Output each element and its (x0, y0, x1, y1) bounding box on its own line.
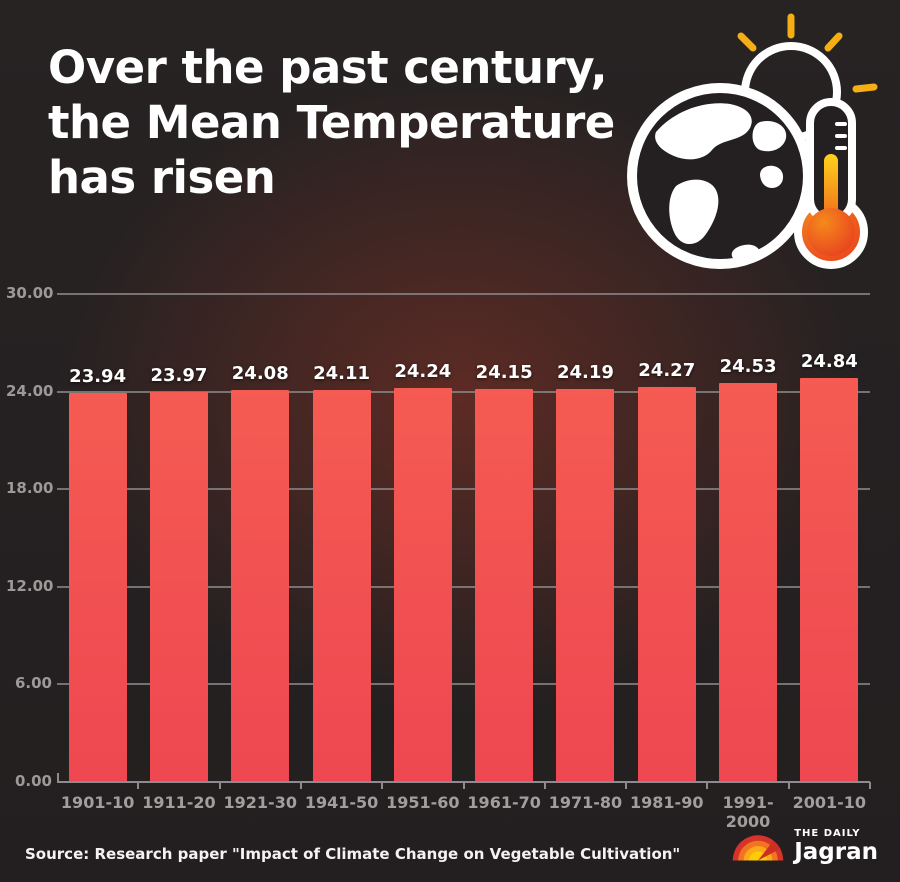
gridline-18.00 (57, 488, 870, 491)
axis-tick-8 (706, 782, 709, 789)
logo-top-line: THE DAILY (794, 828, 861, 839)
axis-tick-2 (218, 782, 221, 789)
axis-tick-3 (299, 782, 302, 789)
globe-icon (627, 83, 813, 269)
axis-tick-4 (381, 782, 384, 789)
bar-value-1951-60: 24.24 (394, 360, 452, 382)
bar-value-1971-80: 24.19 (556, 361, 614, 383)
gridline-12.00 (57, 585, 870, 588)
bar-1991-2000 (719, 382, 778, 782)
axis-tick-7 (625, 782, 628, 789)
bar-value-1981-90: 24.27 (638, 360, 696, 382)
x-axis-label-1911-20: 1911-20 (142, 793, 216, 812)
bar-value-1911-20: 23.97 (150, 365, 208, 387)
bar-value-1941-50: 24.11 (313, 362, 371, 384)
x-axis-label-1971-80: 1971-80 (548, 793, 623, 812)
x-axis-label-1921-30: 1921-30 (223, 793, 297, 812)
bar-1961-70 (475, 389, 534, 782)
bar-chart: 30.00 24.00 18.00 12.00 6.00 0.00 23.94 1901-10… (0, 270, 900, 831)
y-axis-label-30.00: 30.00 (6, 284, 54, 302)
bar-value-1921-30: 24.08 (231, 363, 289, 385)
x-axis-label-1991-2000: 1991-2000 (722, 793, 774, 831)
axis-tick-6 (543, 782, 546, 789)
x-axis-label-1941-50: 1941-50 (304, 793, 379, 812)
gridline-6.00 (57, 683, 870, 686)
x-axis-label-2001-10: 2001-10 (792, 793, 867, 812)
thermometer-icon (794, 98, 868, 269)
gridline-30.00 (57, 293, 870, 295)
source-text: Source: Research paper "Impact of Climat… (25, 845, 681, 863)
globe-thermometer-sun-illustration (618, 4, 880, 272)
y-axis-label-24.00: 24.00 (6, 381, 54, 400)
x-axis-label-1951-60: 1951-60 (386, 793, 460, 812)
y-axis-label-18.00: 18.00 (6, 479, 54, 498)
bar-2001-10 (800, 377, 859, 782)
y-axis-label-6.00: 6.00 (14, 674, 52, 693)
x-axis-label-1961-70: 1961-70 (467, 793, 541, 812)
y-axis-label-0.00: 0.00 (14, 772, 52, 790)
bar-1951-60 (393, 387, 452, 782)
axis-tick-5 (462, 782, 465, 789)
title-line-2: the Mean Temperature (48, 96, 615, 149)
page-title: Over the past century, the Mean Temperat… (48, 40, 648, 205)
bar-1921-30 (231, 390, 290, 782)
axis-start-tick (57, 773, 59, 781)
axis-tick-9 (787, 782, 790, 789)
jagran-sun-logo-icon (733, 834, 784, 860)
logo-name: Jagran (794, 839, 878, 865)
title-line-1: Over the past century, (48, 41, 608, 94)
bar-value-1901-10: 23.94 (69, 365, 127, 387)
jagran-logo: THE DAILY Jagran (731, 829, 878, 864)
x-axis-label-1901-10: 1901-10 (60, 793, 135, 812)
bar-1911-20 (149, 392, 208, 782)
title-line-3: has risen (48, 151, 276, 204)
bar-1941-50 (312, 389, 371, 782)
bar-value-1961-70: 24.15 (475, 362, 533, 384)
gridline-24.00 (57, 390, 870, 393)
y-axis-label-12.00: 12.00 (6, 576, 54, 595)
bar-value-2001-10: 24.84 (800, 350, 858, 372)
globe-thermometer-sun-icon (627, 13, 878, 269)
logo-text: THE DAILY Jagran (794, 829, 878, 864)
bar-1981-90 (637, 387, 696, 782)
axis-tick-1 (137, 782, 140, 789)
axis-tick-10 (869, 782, 871, 789)
bar-1901-10 (68, 392, 127, 782)
x-axis-label-1981-90: 1981-90 (630, 793, 704, 812)
bar-1971-80 (556, 388, 615, 782)
bar-value-1991-2000: 24.53 (719, 355, 777, 377)
